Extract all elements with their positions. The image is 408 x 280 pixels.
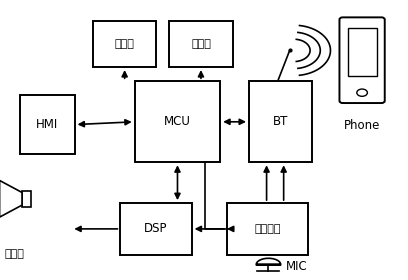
- Text: 存储器: 存储器: [115, 39, 135, 49]
- Text: 定时器: 定时器: [191, 39, 211, 49]
- Polygon shape: [0, 181, 22, 217]
- Text: 开关电路: 开关电路: [255, 224, 281, 234]
- Text: 扬声器: 扬声器: [4, 249, 24, 259]
- Bar: [227, 203, 308, 255]
- Text: MCU: MCU: [164, 115, 191, 128]
- Text: DSP: DSP: [144, 222, 168, 235]
- Text: BT: BT: [273, 115, 288, 128]
- Bar: [169, 21, 233, 67]
- Bar: [120, 203, 192, 255]
- Bar: [135, 81, 220, 162]
- Bar: [20, 95, 75, 154]
- Text: Phone: Phone: [344, 119, 380, 132]
- Bar: [348, 28, 377, 76]
- Text: HMI: HMI: [36, 118, 58, 131]
- FancyBboxPatch shape: [339, 17, 385, 103]
- Bar: [22, 191, 31, 207]
- Bar: [249, 81, 312, 162]
- Text: MIC: MIC: [286, 260, 307, 272]
- Circle shape: [357, 89, 367, 96]
- Polygon shape: [256, 258, 281, 265]
- Bar: [93, 21, 156, 67]
